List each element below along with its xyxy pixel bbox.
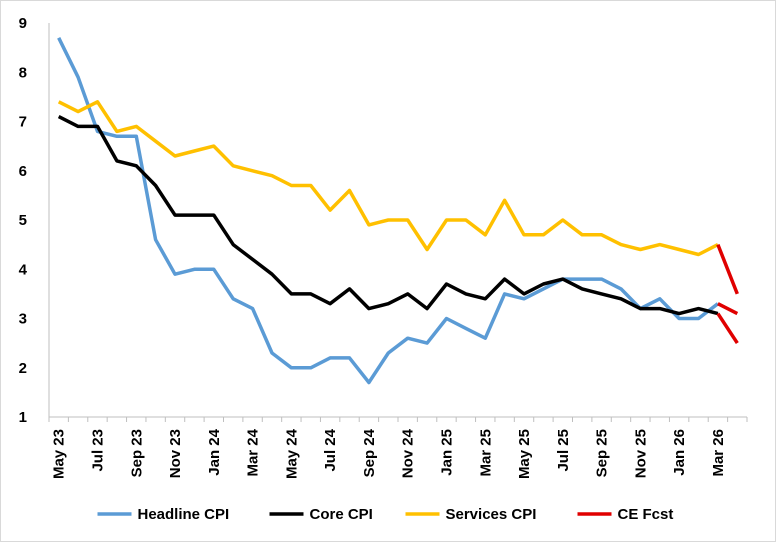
x-tick-label: Sep 25: [594, 429, 611, 477]
y-tick-label: 4: [19, 261, 28, 278]
series-ce-fcst-line: [716, 312, 739, 345]
x-tick-label: Jul 24: [322, 428, 339, 471]
x-axis-ticks: May 23 Jul 23 Sep 23 Nov 23 Jan 24 Mar 24 May …: [48, 417, 748, 479]
legend: Headline CPI Core CPI Services CPI CE Fcst: [97, 506, 674, 523]
y-tick-label: 8: [19, 64, 27, 81]
legend-services-cpi-label: Services CPI: [446, 506, 537, 523]
series-ce-fcst-line: [717, 302, 739, 316]
y-tick-label: 3: [19, 311, 27, 328]
y-tick-label: 9: [19, 15, 27, 32]
y-tick-label: 7: [19, 114, 27, 131]
x-tick-label: Nov 23: [167, 429, 184, 478]
x-tick-label: Jan 24: [206, 428, 223, 475]
y-tick-label: 1: [19, 409, 27, 426]
legend-headline-cpi-label: Headline CPI: [138, 506, 230, 523]
x-tick-label: Nov 24: [400, 428, 417, 478]
x-tick-label: Sep 24: [361, 428, 378, 477]
legend-core-cpi-label: Core CPI: [310, 506, 373, 523]
x-tick-label: Mar 24: [245, 428, 262, 476]
series-ce-fcst-line: [716, 243, 739, 295]
series-core-cpi-line: [57, 115, 719, 316]
x-tick-label: Sep 23: [128, 429, 145, 477]
series-services-cpi-line: [57, 100, 719, 257]
y-tick-label: 5: [19, 212, 27, 229]
series-headline-cpi-line: [57, 37, 719, 385]
x-tick-label: May 25: [516, 429, 533, 479]
x-tick-label: Jan 26: [671, 429, 688, 476]
x-tick-label: Mar 25: [477, 429, 494, 477]
legend-ce-fcst-label: CE Fcst: [618, 506, 674, 523]
y-axis-tick-labels: 1 2 3 4 5 6 7 8 9: [19, 15, 28, 426]
x-tick-label: Nov 25: [632, 429, 649, 478]
x-tick-label: Jul 25: [555, 429, 572, 472]
x-tick-label: May 23: [51, 429, 68, 479]
x-tick-label: Jul 23: [89, 429, 106, 472]
x-tick-label: Jan 25: [438, 429, 455, 476]
x-tick-label: Mar 26: [710, 429, 727, 477]
y-tick-label: 2: [19, 360, 27, 377]
y-tick-label: 6: [19, 163, 27, 180]
series-layer: [57, 37, 739, 385]
x-tick-label: May 24: [283, 428, 300, 479]
